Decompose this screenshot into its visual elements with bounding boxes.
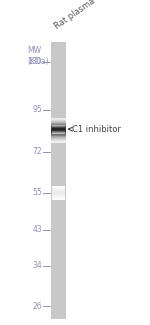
Text: 43: 43 bbox=[32, 226, 42, 234]
Bar bbox=[52, 197, 65, 198]
Bar bbox=[51, 132, 66, 133]
Bar bbox=[52, 195, 65, 196]
Bar bbox=[52, 190, 65, 191]
Bar bbox=[51, 124, 66, 125]
Bar bbox=[51, 134, 66, 135]
Text: Rat plasma: Rat plasma bbox=[53, 0, 97, 31]
Bar bbox=[51, 130, 66, 131]
Bar bbox=[52, 199, 65, 200]
Bar bbox=[52, 194, 65, 195]
Bar bbox=[52, 193, 65, 194]
Bar bbox=[51, 122, 66, 123]
Bar bbox=[52, 192, 65, 193]
Bar bbox=[51, 129, 66, 130]
Bar bbox=[51, 127, 66, 128]
Text: 55: 55 bbox=[32, 188, 42, 197]
Bar bbox=[51, 126, 66, 127]
Bar bbox=[52, 189, 65, 190]
Bar bbox=[51, 133, 66, 134]
Bar bbox=[52, 186, 65, 187]
Bar bbox=[51, 128, 66, 129]
Bar bbox=[51, 42, 66, 318]
Bar bbox=[51, 142, 66, 143]
Bar bbox=[51, 135, 66, 136]
Bar bbox=[52, 198, 65, 199]
Bar bbox=[51, 140, 66, 141]
Bar bbox=[52, 196, 65, 197]
Bar bbox=[51, 121, 66, 122]
Text: C1 inhibitor: C1 inhibitor bbox=[69, 125, 121, 134]
Text: 95: 95 bbox=[32, 105, 42, 114]
Bar bbox=[51, 131, 66, 132]
Bar bbox=[51, 138, 66, 139]
Bar bbox=[51, 120, 66, 121]
Text: MW
(KDa): MW (KDa) bbox=[28, 46, 49, 67]
Bar bbox=[51, 141, 66, 142]
Bar bbox=[51, 118, 66, 119]
Bar bbox=[51, 136, 66, 137]
Text: 130: 130 bbox=[28, 58, 42, 66]
Text: 26: 26 bbox=[33, 302, 42, 311]
Bar bbox=[52, 191, 65, 192]
Bar bbox=[52, 188, 65, 189]
Bar bbox=[52, 187, 65, 188]
Bar bbox=[51, 137, 66, 138]
Bar bbox=[51, 125, 66, 126]
Text: 72: 72 bbox=[33, 147, 42, 156]
Text: 34: 34 bbox=[32, 261, 42, 270]
Bar bbox=[51, 139, 66, 140]
Bar bbox=[51, 123, 66, 124]
Bar bbox=[51, 119, 66, 120]
